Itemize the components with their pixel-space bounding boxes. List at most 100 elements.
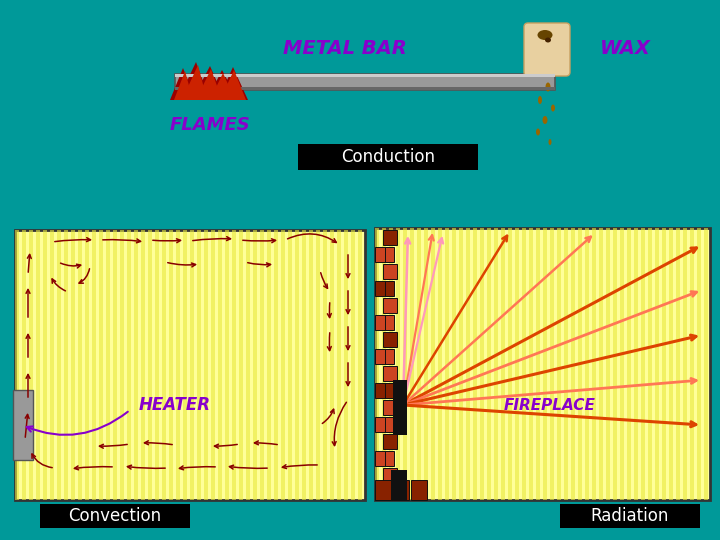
Text: Conduction: Conduction xyxy=(341,148,435,166)
Bar xyxy=(459,228,462,500)
Text: METAL BAR: METAL BAR xyxy=(283,38,407,57)
Polygon shape xyxy=(207,70,238,100)
Bar xyxy=(148,230,151,500)
Bar xyxy=(383,366,397,381)
Bar xyxy=(64,230,68,500)
Bar xyxy=(120,230,124,500)
Bar xyxy=(634,228,637,500)
Polygon shape xyxy=(196,69,222,100)
Bar xyxy=(141,230,145,500)
Bar xyxy=(375,247,393,262)
Bar xyxy=(375,228,379,500)
Bar xyxy=(175,74,555,77)
Bar xyxy=(302,230,305,500)
Bar xyxy=(50,230,53,500)
Bar xyxy=(337,230,341,500)
Bar xyxy=(316,230,320,500)
Bar xyxy=(15,230,19,500)
Bar xyxy=(218,230,222,500)
Polygon shape xyxy=(192,66,225,100)
Bar xyxy=(281,230,284,500)
Bar xyxy=(662,228,665,500)
Bar xyxy=(175,87,555,90)
Ellipse shape xyxy=(536,129,540,136)
Bar xyxy=(57,230,60,500)
Bar xyxy=(385,451,394,466)
Bar xyxy=(487,228,490,500)
Ellipse shape xyxy=(545,37,551,43)
Bar xyxy=(627,228,631,500)
Text: FLAMES: FLAMES xyxy=(170,116,251,134)
Bar xyxy=(190,230,194,500)
Text: Radiation: Radiation xyxy=(591,507,669,525)
Text: HEATER: HEATER xyxy=(139,396,211,414)
Bar xyxy=(385,349,394,364)
Bar xyxy=(92,230,96,500)
Bar xyxy=(29,230,32,500)
Bar xyxy=(40,504,190,528)
Bar xyxy=(383,264,397,279)
Bar xyxy=(606,228,610,500)
Bar xyxy=(134,230,138,500)
Bar xyxy=(246,230,250,500)
Bar xyxy=(383,230,397,245)
Bar xyxy=(529,228,533,500)
Bar xyxy=(162,230,166,500)
Bar xyxy=(288,230,292,500)
Bar xyxy=(501,228,505,500)
Bar xyxy=(344,230,348,500)
Bar xyxy=(648,228,652,500)
Bar xyxy=(383,400,397,415)
Bar xyxy=(211,230,215,500)
Bar xyxy=(383,434,397,449)
Bar xyxy=(473,228,477,500)
Bar xyxy=(385,315,394,330)
Polygon shape xyxy=(178,62,210,100)
Bar xyxy=(385,417,394,432)
Polygon shape xyxy=(174,71,193,100)
Bar xyxy=(113,230,117,500)
Bar xyxy=(330,230,333,500)
Bar xyxy=(375,228,710,500)
Bar xyxy=(175,74,555,90)
Text: Convection: Convection xyxy=(68,507,161,525)
Bar xyxy=(176,230,179,500)
Bar xyxy=(204,230,207,500)
Bar xyxy=(641,228,644,500)
Bar xyxy=(85,230,89,500)
Bar xyxy=(375,417,393,432)
Text: WAX: WAX xyxy=(600,38,650,57)
Bar xyxy=(375,281,393,296)
Bar xyxy=(309,230,312,500)
Bar xyxy=(253,230,256,500)
Bar xyxy=(169,230,173,500)
Bar xyxy=(375,315,393,330)
Bar xyxy=(36,230,40,500)
Bar xyxy=(578,228,582,500)
Bar xyxy=(383,298,397,313)
Bar xyxy=(571,228,575,500)
Bar xyxy=(375,383,393,398)
Bar xyxy=(480,228,484,500)
Bar xyxy=(274,230,277,500)
Polygon shape xyxy=(170,68,196,100)
Bar xyxy=(410,228,413,500)
Bar xyxy=(239,230,243,500)
Bar xyxy=(560,504,700,528)
Polygon shape xyxy=(218,67,248,100)
Bar xyxy=(351,230,354,500)
Ellipse shape xyxy=(551,105,555,111)
Bar xyxy=(155,230,158,500)
Ellipse shape xyxy=(549,139,552,145)
Bar xyxy=(396,228,400,500)
Bar xyxy=(375,451,393,466)
Text: FIREPLACE: FIREPLACE xyxy=(504,397,596,413)
Bar xyxy=(411,480,427,500)
Ellipse shape xyxy=(538,96,542,104)
Bar xyxy=(452,228,456,500)
Bar xyxy=(197,230,200,500)
Bar xyxy=(391,470,407,500)
Bar xyxy=(508,228,511,500)
Bar xyxy=(106,230,109,500)
Bar xyxy=(515,228,518,500)
